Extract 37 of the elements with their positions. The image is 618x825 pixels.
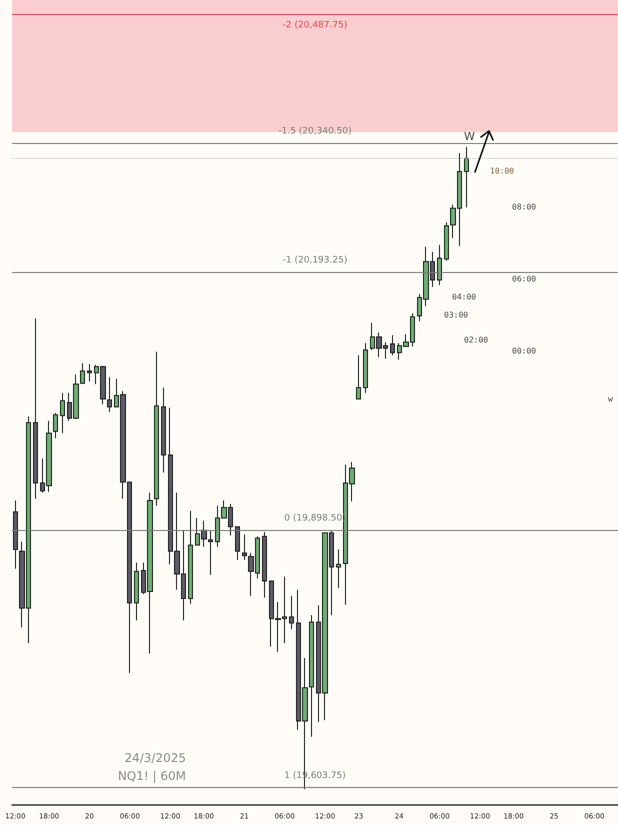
candlestick: [336, 549, 341, 588]
candlestick: [356, 354, 361, 400]
candlestick: [154, 351, 159, 506]
annotation: 00:00: [512, 346, 536, 356]
ref-line-label: -1 (20,193.25): [282, 255, 348, 266]
candlestick: [309, 614, 314, 738]
annotation: 03:00: [444, 310, 468, 320]
annotation: 10:00: [490, 166, 514, 176]
candlestick: [53, 412, 58, 439]
candlestick: [363, 342, 368, 394]
candlestick: [60, 392, 65, 434]
annotation: w: [608, 394, 613, 404]
candlestick: [444, 222, 449, 262]
candlestick: [188, 510, 193, 604]
annotation: 04:00: [452, 292, 476, 302]
annotation: W: [464, 130, 475, 143]
ref-line-label: -1.5 (20,340.50): [278, 126, 352, 137]
candlestick: [134, 562, 139, 621]
candlestick: [13, 500, 18, 570]
candlestick: [464, 146, 469, 208]
annotation: 02:00: [464, 336, 488, 344]
candlestick: [33, 318, 38, 500]
annotation: 06:00: [512, 274, 536, 284]
candlestick: [262, 532, 267, 598]
candlestick: [235, 526, 240, 560]
annotation: 08:00: [512, 202, 536, 212]
annotation: 24/3/2025: [124, 751, 186, 765]
candlestick: [161, 387, 166, 473]
candlestick: [208, 530, 213, 576]
annotation: NQ1! | 60M: [118, 769, 186, 783]
candlestick: [107, 376, 112, 413]
candlestick: [289, 595, 294, 630]
candlestick: [87, 364, 92, 382]
candlestick: [437, 244, 442, 286]
candlestick: [242, 534, 247, 560]
candlestick: [390, 334, 395, 356]
ref-line-label: -2 (20,487.75): [282, 20, 348, 31]
